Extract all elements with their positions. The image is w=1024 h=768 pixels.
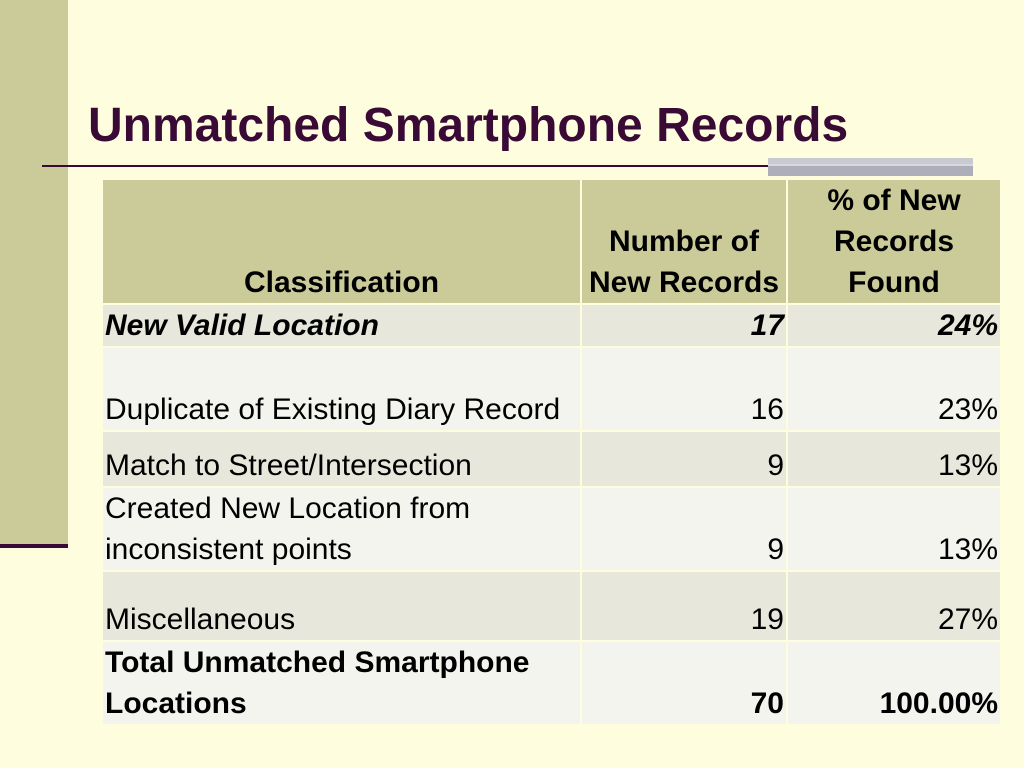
title-accent-bar <box>768 158 973 176</box>
cell-percent: 13% <box>788 432 1000 486</box>
cell-count: 19 <box>582 572 786 640</box>
table-row: Duplicate of Existing Diary Record 16 23… <box>103 348 1000 430</box>
table-row-total: Total Unmatched Smartphone Locations 70 … <box>103 642 1000 724</box>
header-classification: Classification <box>103 180 580 303</box>
cell-classification: Duplicate of Existing Diary Record <box>103 348 580 430</box>
slide-title: Unmatched Smartphone Records <box>88 99 849 152</box>
cell-percent: 27% <box>788 572 1000 640</box>
table-row: Created New Location from inconsistent p… <box>103 488 1000 570</box>
table-row: Match to Street/Intersection 9 13% <box>103 432 1000 486</box>
cell-count: 70 <box>582 642 786 724</box>
cell-count: 16 <box>582 348 786 430</box>
title-underline <box>42 165 972 167</box>
cell-classification: Created New Location from inconsistent p… <box>103 488 580 570</box>
cell-classification: Miscellaneous <box>103 572 580 640</box>
cell-classification: Total Unmatched Smartphone Locations <box>103 642 580 724</box>
cell-count: 17 <box>582 305 786 346</box>
cell-percent: 24% <box>788 305 1000 346</box>
cell-count: 9 <box>582 488 786 570</box>
records-table: Classification Number of New Records % o… <box>101 178 1002 726</box>
cell-classification: Match to Street/Intersection <box>103 432 580 486</box>
table-row: Miscellaneous 19 27% <box>103 572 1000 640</box>
cell-percent: 23% <box>788 348 1000 430</box>
cell-percent: 100.00% <box>788 642 1000 724</box>
cell-count: 9 <box>582 432 786 486</box>
cell-percent: 13% <box>788 488 1000 570</box>
table-row: New Valid Location 17 24% <box>103 305 1000 346</box>
header-percent: % of New Records Found <box>788 180 1000 303</box>
table-header-row: Classification Number of New Records % o… <box>103 180 1000 303</box>
left-decor-line <box>0 544 68 548</box>
header-count: Number of New Records <box>582 180 786 303</box>
cell-classification: New Valid Location <box>103 305 580 346</box>
left-decor-bar <box>0 0 68 545</box>
